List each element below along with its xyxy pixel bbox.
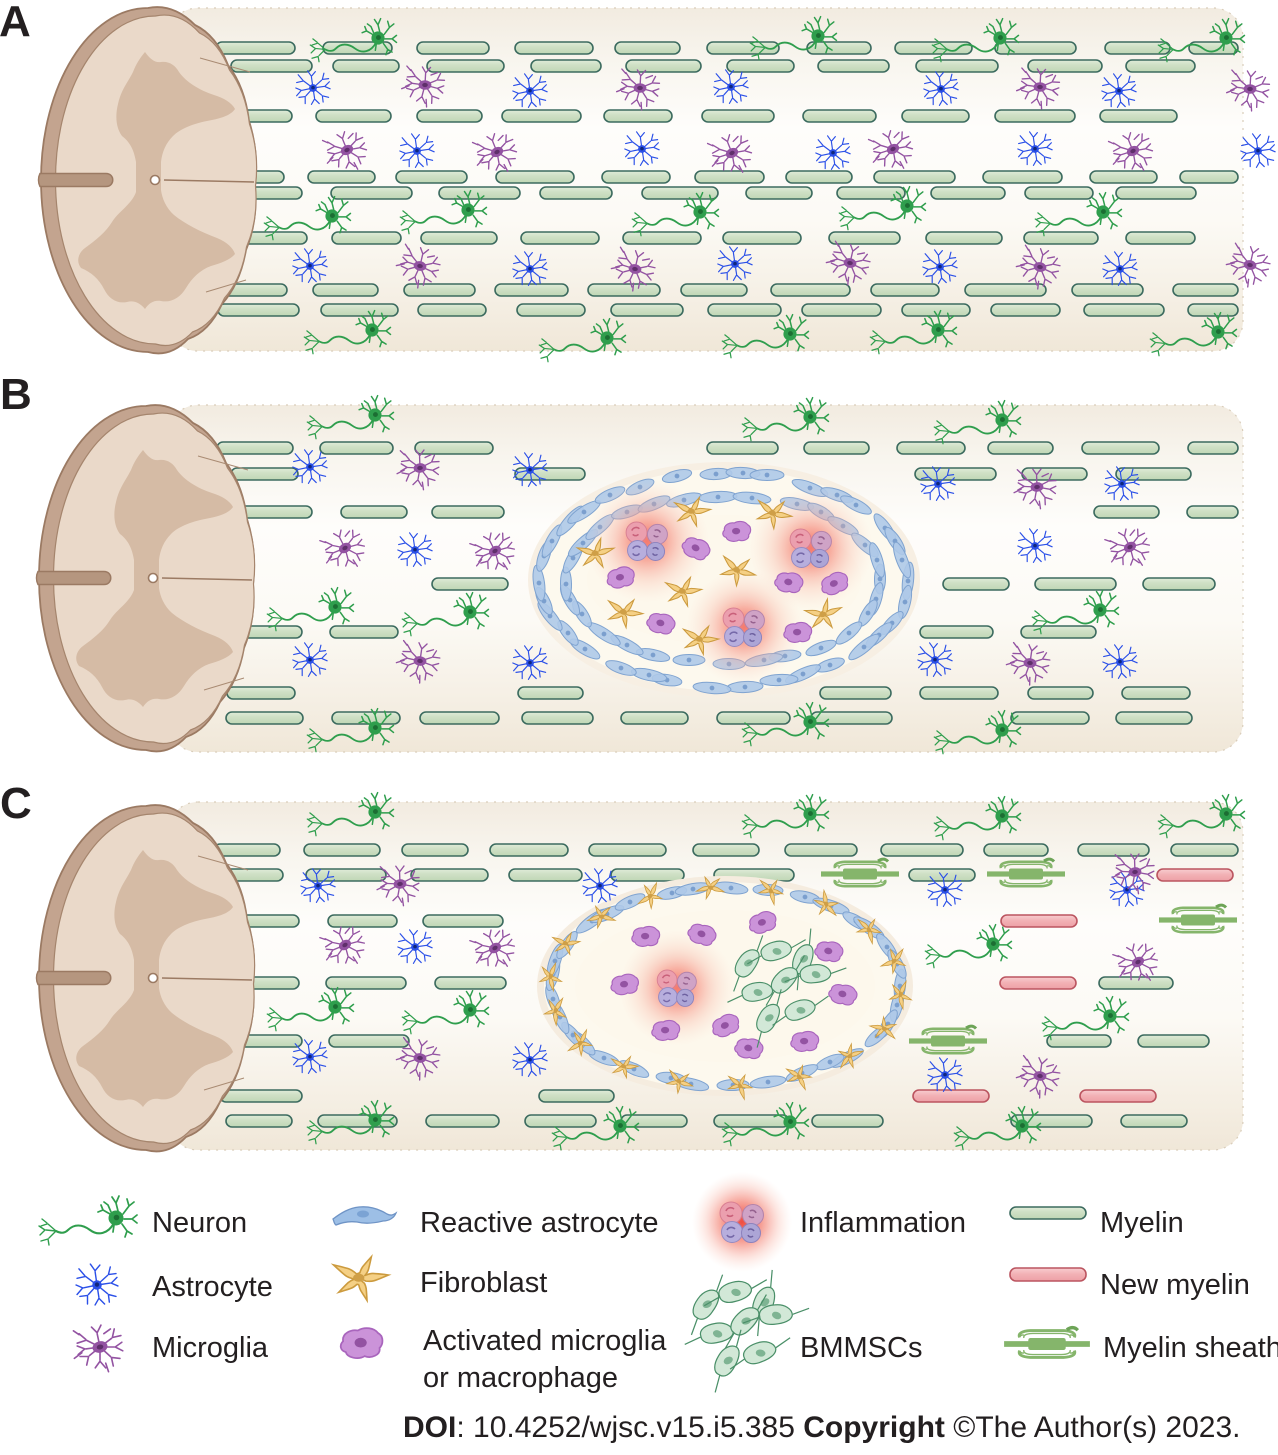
svg-text:B: B [0,370,32,419]
svg-text:A: A [0,0,31,46]
svg-text:Myelin: Myelin [1100,1207,1184,1239]
svg-text:Inflammation: Inflammation [800,1207,966,1239]
svg-text:BMMSCs: BMMSCs [800,1332,922,1364]
svg-text:Astrocyte: Astrocyte [152,1271,273,1303]
svg-text:Reactive astrocyte: Reactive astrocyte [420,1207,659,1239]
svg-text:or macrophage: or macrophage [423,1362,618,1394]
svg-text:Activated microglia: Activated microglia [423,1325,667,1357]
svg-text:DOI: 10.4252/wjsc.v15.i5.385 C: DOI: 10.4252/wjsc.v15.i5.385 Copyright ©… [403,1411,1240,1444]
svg-text:Microglia: Microglia [152,1332,269,1364]
svg-text:Myelin sheath: Myelin sheath [1103,1332,1278,1364]
svg-text:Neuron: Neuron [152,1207,247,1239]
svg-text:New myelin: New myelin [1100,1269,1250,1301]
svg-text:C: C [0,779,32,828]
svg-text:Fibroblast: Fibroblast [420,1267,547,1299]
